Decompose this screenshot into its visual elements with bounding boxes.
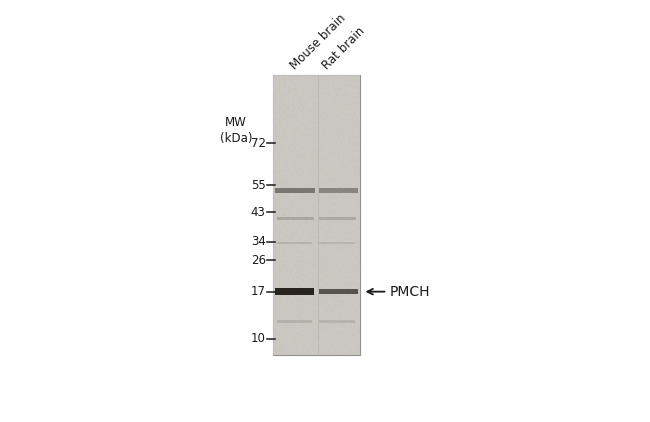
Text: 43: 43 <box>251 206 266 219</box>
Text: MW
(kDa): MW (kDa) <box>220 116 252 145</box>
Bar <box>319 289 358 295</box>
Text: Rat brain: Rat brain <box>320 24 368 72</box>
Text: 34: 34 <box>251 235 266 248</box>
Text: 17: 17 <box>251 285 266 298</box>
Bar <box>319 320 355 323</box>
Text: Mouse brain: Mouse brain <box>287 12 348 72</box>
Bar <box>319 217 356 220</box>
Bar <box>276 242 312 244</box>
Text: 72: 72 <box>251 137 266 149</box>
Text: 55: 55 <box>251 179 266 192</box>
Bar <box>276 217 314 220</box>
Text: 26: 26 <box>251 254 266 267</box>
Bar <box>276 320 312 323</box>
Text: PMCH: PMCH <box>390 285 430 299</box>
Bar <box>275 288 314 295</box>
Text: 10: 10 <box>251 332 266 345</box>
Bar <box>319 242 355 244</box>
Bar <box>274 75 360 355</box>
Bar <box>275 189 315 193</box>
Bar <box>319 189 358 193</box>
